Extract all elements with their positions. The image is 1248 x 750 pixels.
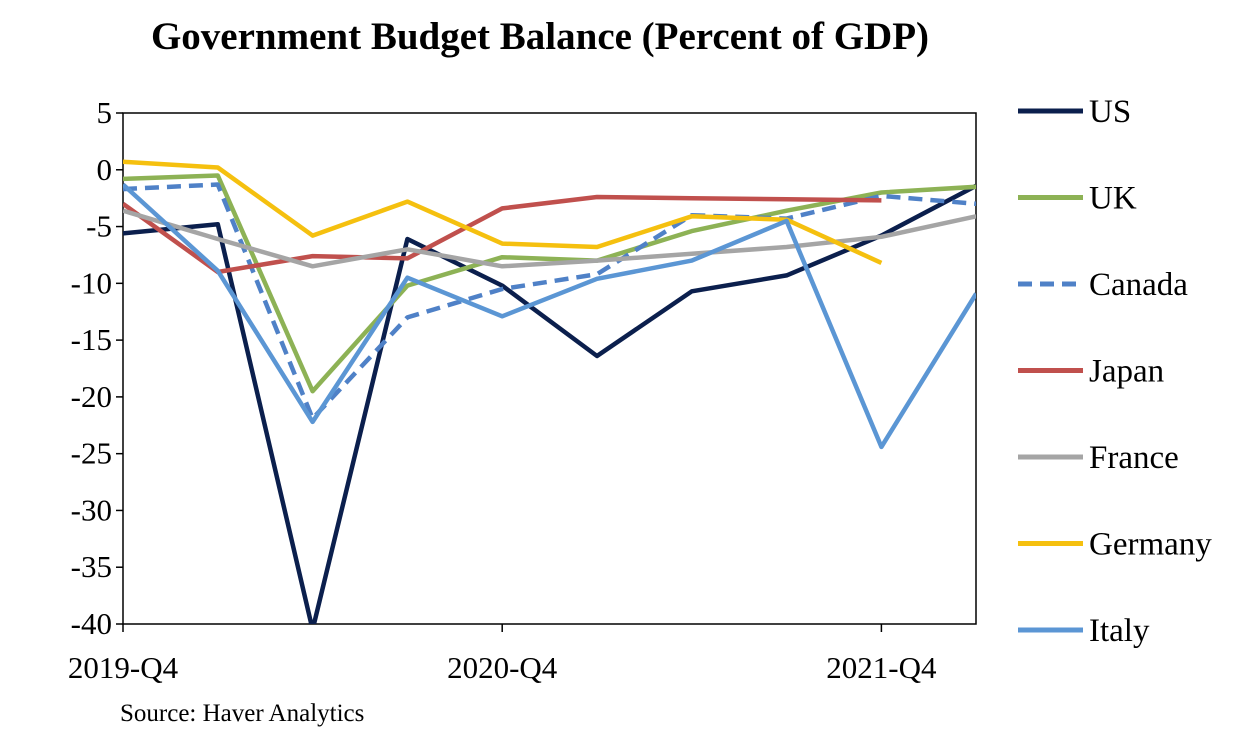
legend-item-japan: Japan	[1018, 354, 1164, 390]
chart-title: Government Budget Balance (Percent of GD…	[150, 15, 930, 58]
legend-item-us: US	[1018, 94, 1131, 130]
series-line-us	[123, 183, 976, 624]
legend-label: Japan	[1089, 354, 1164, 390]
x-tick-label: 2020-Q4	[447, 650, 558, 685]
y-tick-label: 5	[97, 95, 113, 130]
y-tick-label: -10	[71, 265, 112, 300]
legend-item-france: France	[1018, 440, 1179, 476]
legend-item-germany: Germany	[1018, 527, 1212, 563]
legend-label: Canada	[1089, 267, 1188, 303]
legend-label: Italy	[1089, 613, 1150, 649]
y-tick-label: -25	[71, 436, 112, 471]
y-tick-label: -20	[71, 379, 112, 414]
x-tick-label: 2019-Q4	[68, 650, 179, 685]
x-tick-label: 2021-Q4	[826, 650, 937, 685]
y-tick-label: -35	[71, 549, 112, 584]
source-note: Source: Haver Analytics	[120, 700, 365, 727]
legend-item-canada: Canada	[1018, 267, 1188, 303]
axes: 5 0 -5 -10 -15 -20 -25 -30 -35 -40 2019-Q4 2020-Q4 2…	[68, 95, 977, 685]
series-line-italy	[123, 182, 976, 450]
legend-label: France	[1089, 440, 1179, 476]
y-tick-label: -30	[71, 492, 112, 527]
series-line-canada	[123, 182, 976, 421]
plot-frame	[122, 112, 977, 625]
series-line-germany	[123, 159, 883, 265]
legend-label: Germany	[1089, 527, 1212, 563]
legend-label: US	[1089, 94, 1131, 130]
legend-item-italy: Italy	[1018, 613, 1150, 649]
series-line-japan	[123, 194, 882, 275]
series-lines	[123, 159, 976, 624]
legend-label: UK	[1089, 181, 1137, 217]
legend: US UK Canada Japan France Germany Italy	[1018, 94, 1212, 649]
y-tick-label: -15	[71, 322, 112, 357]
y-tick-label: -40	[71, 606, 112, 641]
y-tick-label: -5	[86, 209, 112, 244]
y-tick-label: 0	[97, 152, 113, 187]
legend-item-uk: UK	[1018, 181, 1137, 217]
